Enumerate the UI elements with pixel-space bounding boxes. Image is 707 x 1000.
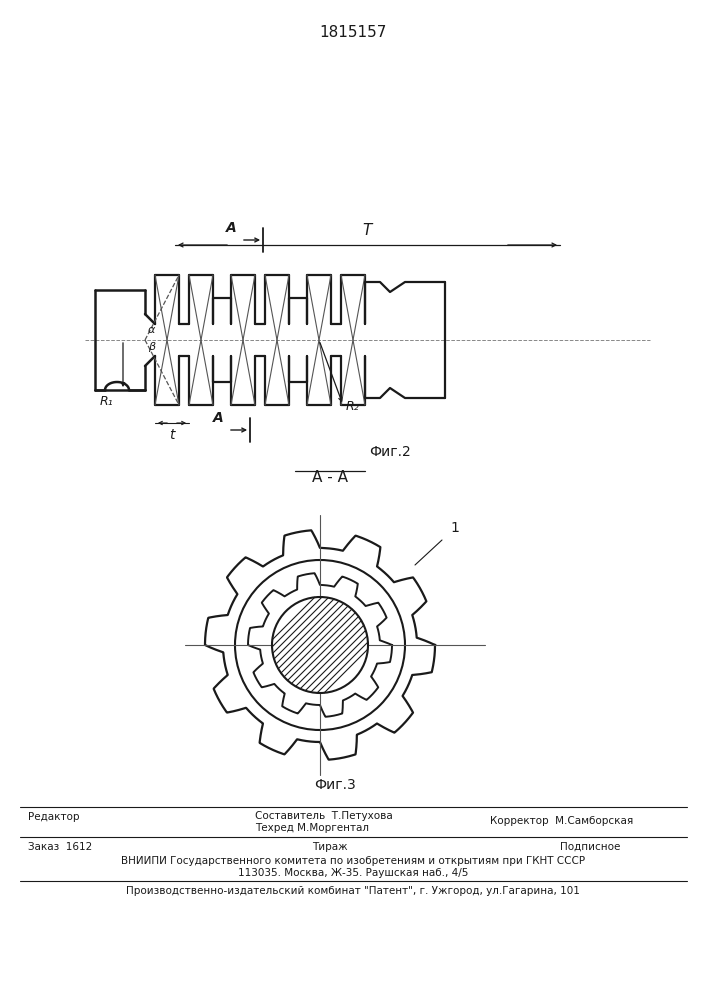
Text: Тираж: Тираж [312, 842, 348, 852]
Text: Фиг.2: Фиг.2 [369, 445, 411, 459]
Text: 1: 1 [450, 521, 459, 535]
Text: α: α [148, 325, 156, 335]
Text: Заказ  1612: Заказ 1612 [28, 842, 92, 852]
Text: Подписное: Подписное [560, 842, 620, 852]
Text: Производственно-издательский комбинат "Патент", г. Ужгород, ул.Гагарина, 101: Производственно-издательский комбинат "П… [126, 886, 580, 896]
Text: A - A: A - A [312, 470, 348, 485]
Text: t: t [169, 428, 175, 442]
Text: 113035. Москва, Ж-35. Раушская наб., 4/5: 113035. Москва, Ж-35. Раушская наб., 4/5 [238, 868, 468, 878]
Text: 1815157: 1815157 [320, 25, 387, 40]
Text: Фиг.3: Фиг.3 [314, 778, 356, 792]
Text: A: A [214, 411, 224, 425]
Text: R₁: R₁ [100, 395, 114, 408]
Text: A: A [226, 221, 237, 235]
Text: Техред М.Моргентал: Техред М.Моргентал [255, 823, 369, 833]
Text: T: T [363, 223, 372, 238]
Circle shape [272, 597, 368, 693]
Text: Редактор: Редактор [28, 812, 79, 822]
Text: Составитель  Т.Петухова: Составитель Т.Петухова [255, 811, 393, 821]
Text: Корректор  М.Самборская: Корректор М.Самборская [490, 816, 633, 826]
Text: ВНИИПИ Государственного комитета по изобретениям и открытиям при ГКНТ СССР: ВНИИПИ Государственного комитета по изоб… [121, 856, 585, 866]
Text: R₂: R₂ [346, 400, 360, 413]
Text: β: β [148, 342, 155, 352]
